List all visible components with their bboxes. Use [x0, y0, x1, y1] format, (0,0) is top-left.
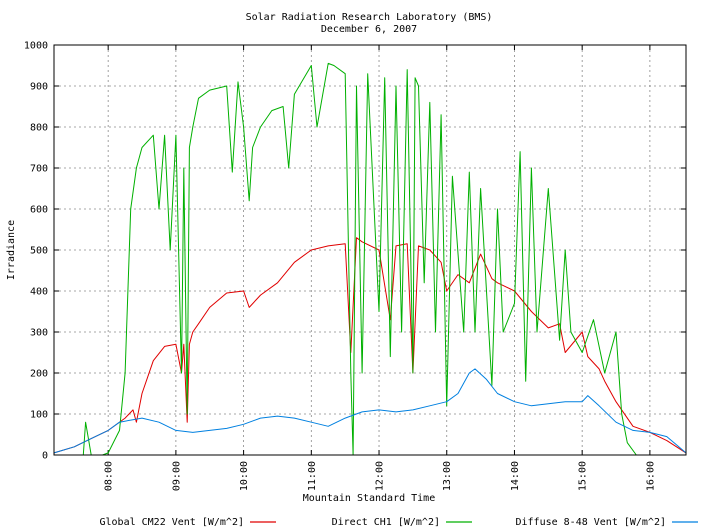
x-tick-label: 12:00	[375, 461, 386, 491]
y-axis-label: Irradiance	[6, 220, 17, 280]
y-axis-ticks: 0 100 200 300 400 500 600 700 800 900 1000	[24, 41, 686, 462]
y-tick-label: 300	[30, 328, 48, 339]
x-tick-label: 11:00	[307, 461, 318, 491]
y-tick-label: 0	[42, 451, 48, 462]
y-tick-label: 800	[30, 123, 48, 134]
x-tick-label: 14:00	[510, 461, 521, 491]
grid-lines	[54, 44, 686, 456]
y-tick-label: 500	[30, 246, 48, 257]
x-tick-label: 08:00	[104, 461, 115, 491]
x-tick-label: 09:00	[171, 461, 182, 491]
legend: Global CM22 Vent [W/m^2] Direct CH1 [W/m^…	[100, 517, 698, 528]
y-tick-label: 1000	[24, 41, 48, 52]
legend-label: Diffuse 8-48 Vent [W/m^2]	[515, 517, 666, 528]
legend-label: Global CM22 Vent [W/m^2]	[100, 517, 245, 528]
series-line	[53, 237, 687, 454]
legend-label: Direct CH1 [W/m^2]	[332, 517, 440, 528]
chart-subtitle: December 6, 2007	[321, 24, 417, 35]
chart-title: Solar Radiation Research Laboratory (BMS…	[246, 12, 493, 23]
series-line	[53, 368, 687, 454]
y-tick-label: 700	[30, 164, 48, 175]
y-tick-label: 600	[30, 205, 48, 216]
y-tick-label: 100	[30, 410, 48, 421]
x-tick-label: 13:00	[442, 461, 453, 491]
y-tick-label: 200	[30, 369, 48, 380]
y-tick-label: 400	[30, 287, 48, 298]
x-tick-label: 15:00	[578, 461, 589, 491]
y-tick-label: 900	[30, 82, 48, 93]
x-axis-label: Mountain Standard Time	[303, 493, 435, 504]
series-lines	[53, 62, 687, 456]
x-axis-ticks: 08:00 09:00 10:00 11:00 12:00 13:00 14:00 15:00…	[104, 45, 656, 491]
x-tick-label: 16:00	[645, 461, 656, 491]
plot-frame	[53, 44, 687, 456]
x-tick-label: 10:00	[239, 461, 250, 491]
